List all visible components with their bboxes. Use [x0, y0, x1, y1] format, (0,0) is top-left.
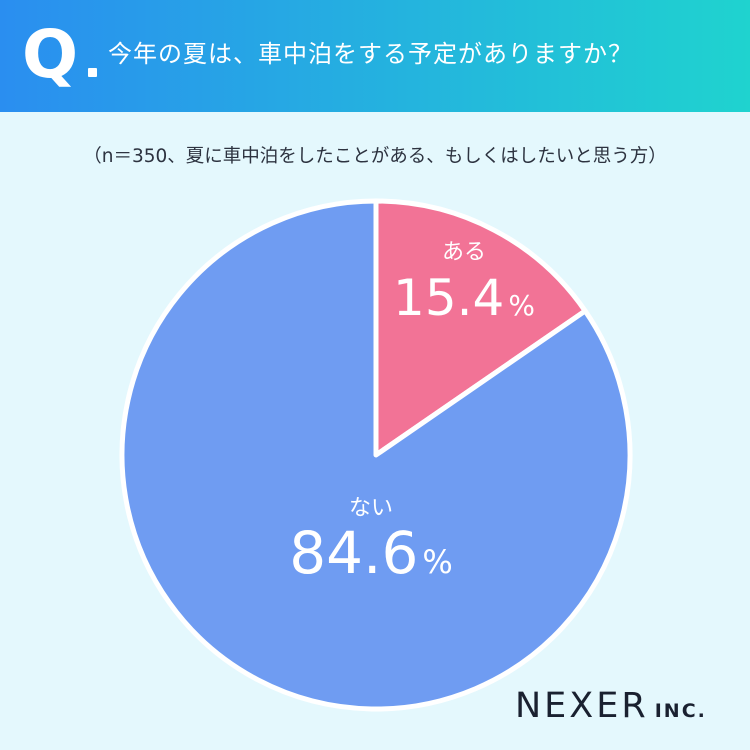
question-text: 今年の夏は、車中泊をする予定がありますか？	[108, 40, 633, 68]
percent-sign: %	[422, 543, 452, 581]
logo-main: NEXER	[515, 686, 649, 726]
q-mark: Q	[22, 16, 79, 93]
nexer-logo: NEXER INC.	[515, 686, 707, 732]
pie-slice-aru	[373, 198, 588, 458]
pie-slice-nai	[119, 198, 633, 712]
slice-name-label: ある	[442, 240, 486, 265]
question-header: Q 今年の夏は、車中泊をする予定がありますか？	[0, 0, 750, 112]
logo-sub: INC.	[654, 700, 707, 722]
q-dot	[88, 68, 97, 77]
percent-sign: %	[508, 289, 535, 322]
slice-name-label: ない	[349, 496, 393, 521]
survey-subtitle: （n＝350、夏に車中泊をしたことがある、もしくはしたいと思う方）	[83, 146, 667, 167]
